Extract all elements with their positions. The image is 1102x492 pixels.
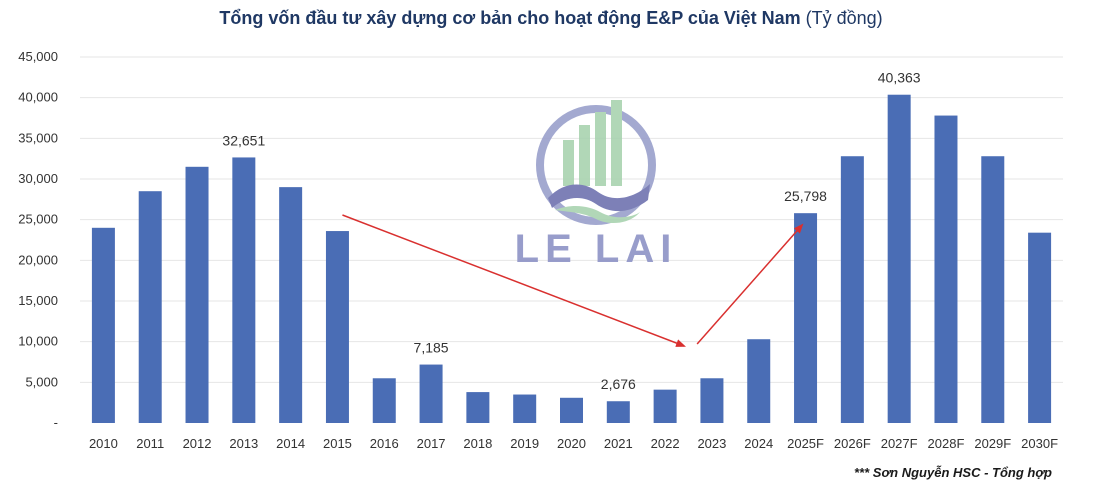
y-axis-ticks: - 5,000 10,000 15,000 20,000 25,000 30,000 35,0… [18, 49, 58, 430]
y-tick-label: 10,000 [18, 334, 58, 349]
x-tick-label: 2014 [276, 436, 305, 451]
y-tick-label: 25,000 [18, 212, 58, 227]
bar [747, 339, 771, 423]
bar [232, 157, 256, 423]
data-label: 32,651 [222, 132, 265, 148]
bar [279, 187, 303, 423]
bar [1028, 232, 1052, 423]
bar [840, 156, 864, 423]
chart-title: Tổng vốn đầu tư xây dựng cơ bản cho hoạt… [0, 8, 1102, 29]
x-tick-label: 2010 [89, 436, 118, 451]
bar [887, 94, 911, 423]
y-tick-label: 40,000 [18, 90, 58, 105]
chart-title-unit: (Tỷ đồng) [805, 8, 883, 28]
bar [513, 394, 537, 423]
x-tick-label: 2013 [229, 436, 258, 451]
source-note: *** Sơn Nguyễn HSC - Tổng hợp [853, 465, 1052, 480]
data-labels: 32,651 7,185 2,676 25,798 40,363 [222, 70, 920, 393]
downtrend-arrow [342, 214, 686, 347]
watermark: LE LAI [515, 100, 678, 271]
x-axis-ticks: 2010 2011 2012 2013 2014 2015 2016 2017 2018 2019… [89, 436, 1058, 451]
y-tick-label: 30,000 [18, 171, 58, 186]
y-tick-label: 20,000 [18, 252, 58, 267]
x-tick-label: 2028F [928, 436, 965, 451]
data-label: 7,185 [414, 340, 449, 356]
uptrend-arrow [696, 223, 804, 345]
x-tick-label: 2029F [974, 436, 1011, 451]
y-tick-label: - [54, 415, 58, 430]
y-tick-label: 35,000 [18, 130, 58, 145]
bar [372, 378, 396, 423]
y-tick-label: 45,000 [18, 49, 58, 64]
bar [606, 401, 630, 423]
x-tick-label: 2020 [557, 436, 586, 451]
bar [700, 378, 724, 423]
x-tick-label: 2022 [651, 436, 680, 451]
x-tick-label: 2011 [136, 436, 164, 451]
bar [653, 389, 677, 423]
x-tick-label: 2023 [697, 436, 726, 451]
x-tick-label: 2024 [744, 436, 773, 451]
bar [981, 156, 1005, 423]
data-label: 40,363 [878, 70, 921, 86]
x-tick-label: 2012 [183, 436, 212, 451]
y-tick-label: 5,000 [25, 374, 58, 389]
bar [138, 191, 162, 423]
data-label: 25,798 [784, 188, 827, 204]
x-tick-label: 2027F [881, 436, 918, 451]
x-tick-label: 2025F [787, 436, 824, 451]
x-tick-label: 2017 [417, 436, 446, 451]
bars [91, 94, 1052, 424]
watermark-text: LE LAI [515, 227, 678, 271]
x-tick-label: 2026F [834, 436, 871, 451]
data-label: 2,676 [601, 376, 636, 392]
chart-title-text: Tổng vốn đầu tư xây dựng cơ bản cho hoạt… [219, 8, 801, 28]
bar [185, 166, 209, 424]
x-tick-label: 2030F [1021, 436, 1058, 451]
building-wave-logo-icon [536, 100, 656, 225]
bar [794, 213, 818, 423]
bar [91, 227, 115, 423]
bar [466, 392, 490, 423]
bar [560, 397, 583, 423]
y-tick-label: 15,000 [18, 293, 58, 308]
x-tick-label: 2015 [323, 436, 352, 451]
bar [325, 231, 349, 423]
trend-arrows [342, 214, 804, 347]
bar [419, 364, 443, 423]
x-tick-label: 2018 [463, 436, 492, 451]
x-tick-label: 2021 [604, 436, 633, 451]
bar [934, 115, 958, 423]
x-tick-label: 2016 [370, 436, 399, 451]
x-tick-label: 2019 [510, 436, 539, 451]
